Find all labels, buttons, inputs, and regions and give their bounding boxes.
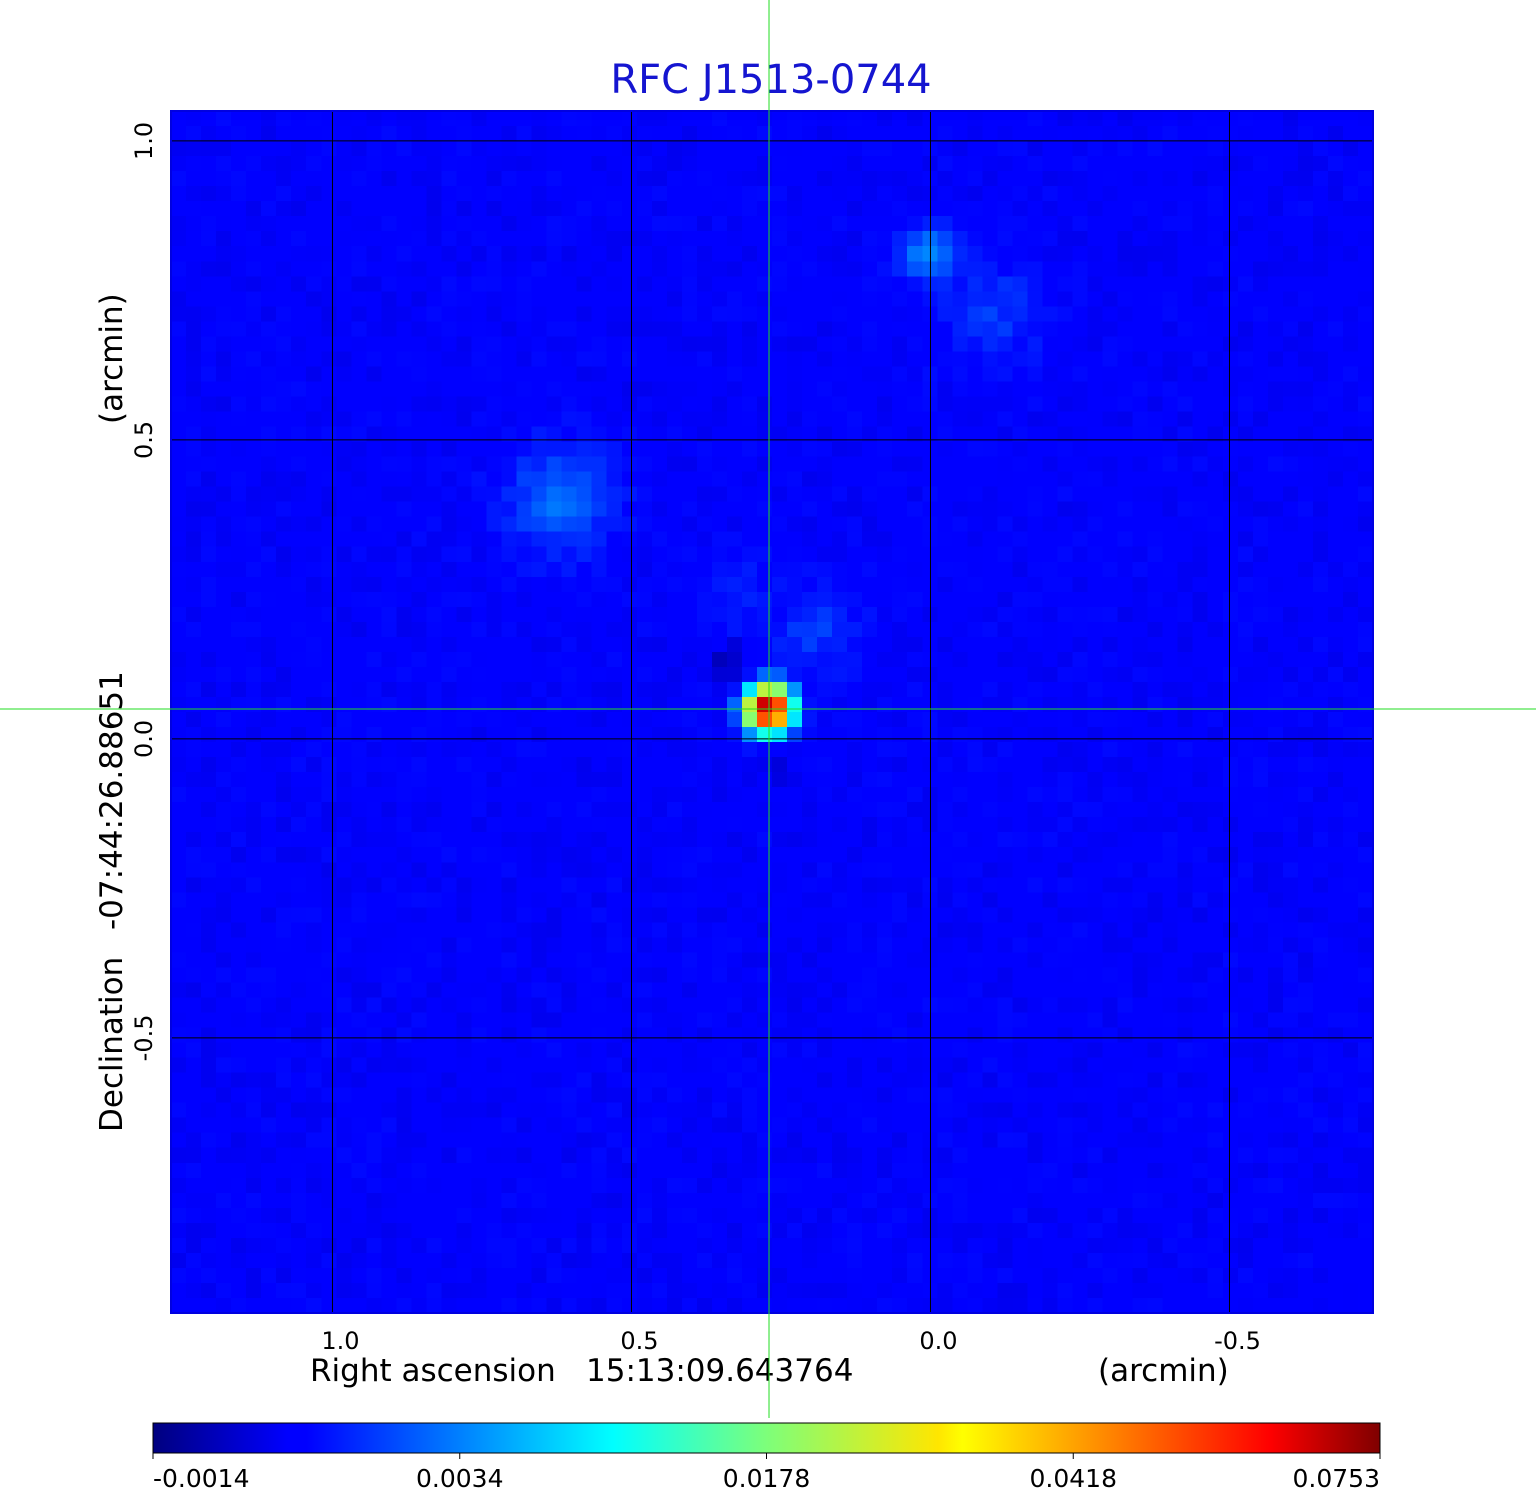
colorbar-gradient	[152, 1422, 1381, 1454]
x-axis-label-center: 15:13:09.643764	[586, 1353, 853, 1389]
heatmap-image	[171, 111, 1373, 1313]
x-axis-ticks: 1.0 0.5 0.0 -0.5	[321, 1327, 1261, 1355]
y-axis-label-center: -07:44:26.88651	[94, 671, 130, 930]
colorbar-ticks: -0.0014 0.0034 0.0178 0.0418 0.0753	[152, 1453, 1381, 1493]
y-tick-label-0: 1.0	[130, 122, 158, 160]
y-tick-label-1: 0.5	[130, 421, 158, 459]
x-axis-label-unit: (arcmin)	[1098, 1353, 1229, 1389]
crosshair	[0, 0, 1536, 1418]
x-axis-label-prefix: Right ascension	[310, 1353, 556, 1389]
plot-area	[170, 110, 1374, 1314]
x-tick-label-2: 0.0	[919, 1327, 957, 1355]
y-axis-ticks: 1.0 0.5 0.0 -0.5	[130, 122, 158, 1062]
colorbar-tick-label-1: 0.0034	[416, 1464, 503, 1493]
colorbar-tick-label-4: 0.0753	[1293, 1464, 1380, 1493]
chart-title: RFC J1513-0744	[610, 57, 931, 103]
grid-lines	[171, 111, 1373, 1313]
y-axis-label-unit: (arcmin)	[94, 293, 130, 424]
colorbar-tick-label-2: 0.0178	[723, 1464, 810, 1493]
x-tick-label-1: 0.5	[620, 1327, 658, 1355]
colorbar: -0.0014 0.0034 0.0178 0.0418 0.0753	[152, 1422, 1381, 1493]
y-tick-label-3: -0.5	[130, 1015, 158, 1062]
colorbar-tick-label-0: -0.0014	[153, 1464, 250, 1493]
x-tick-label-0: 1.0	[321, 1327, 359, 1355]
plot-frame	[170, 110, 1374, 1314]
x-tick-label-3: -0.5	[1214, 1327, 1261, 1355]
colorbar-tick-label-3: 0.0418	[1030, 1464, 1117, 1493]
y-tick-label-2: 0.0	[130, 720, 158, 758]
y-axis-label-prefix: Declination	[94, 957, 130, 1132]
